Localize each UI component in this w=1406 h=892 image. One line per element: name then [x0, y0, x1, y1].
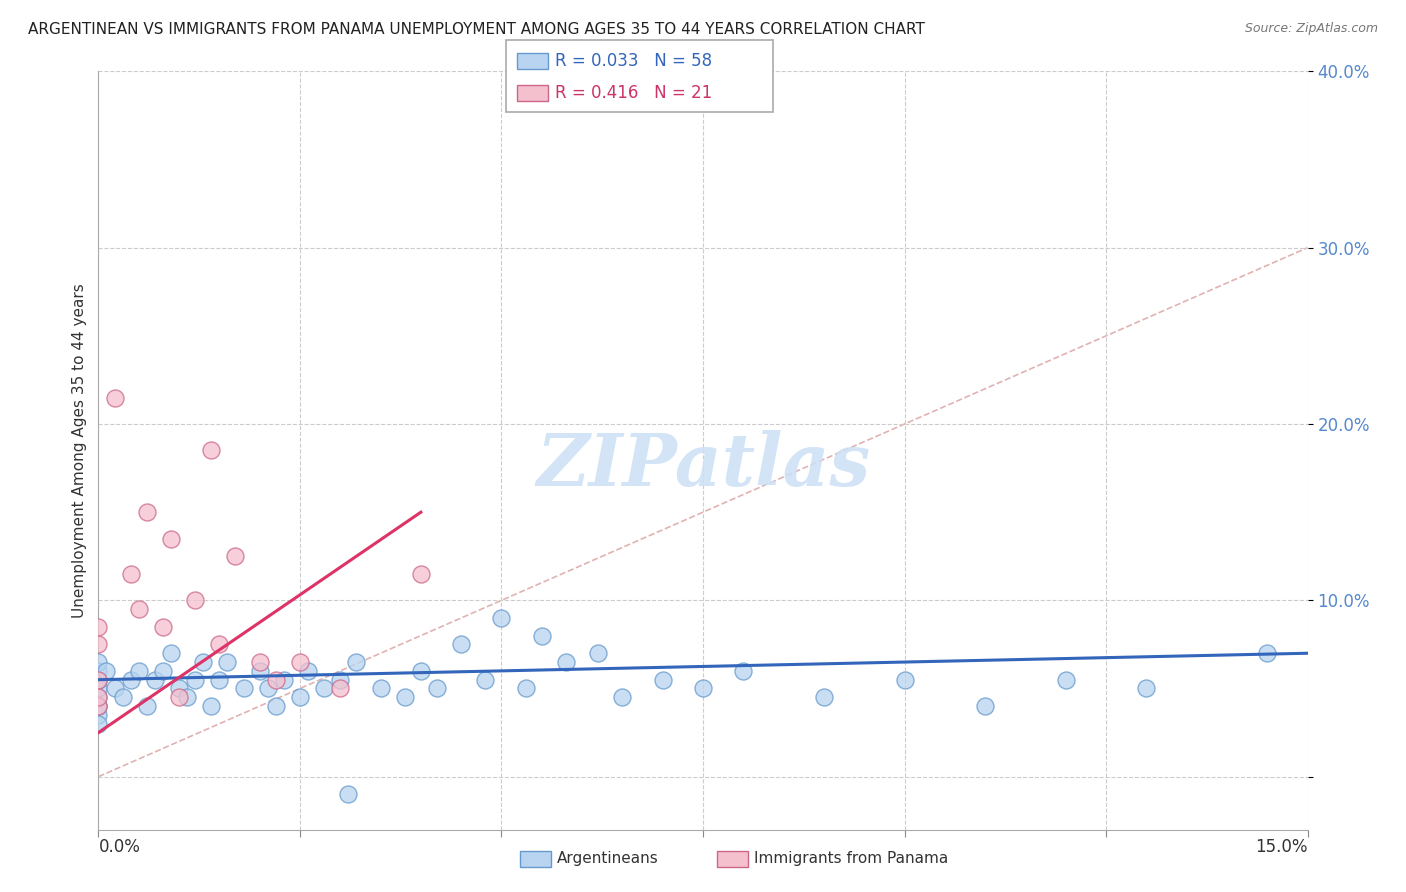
Point [249, 664, 271, 678]
Point [87, 699, 110, 714]
Point [224, 549, 246, 564]
Point [87, 699, 110, 714]
Point [120, 673, 142, 687]
Point [612, 690, 634, 705]
Point [103, 681, 125, 696]
Text: 0.0%: 0.0% [98, 838, 141, 856]
Point [288, 690, 311, 705]
Point [200, 699, 222, 714]
Point [87, 690, 110, 705]
Point [87, 620, 110, 634]
Point [87, 690, 110, 705]
Point [200, 443, 222, 458]
Point [409, 664, 432, 678]
Point [1256, 646, 1278, 660]
Point [232, 681, 254, 696]
Point [96, 664, 118, 678]
Point [426, 681, 449, 696]
Point [893, 673, 915, 687]
Point [297, 664, 319, 678]
Point [87, 673, 110, 687]
Point [143, 673, 166, 687]
Point [264, 673, 287, 687]
Point [87, 699, 110, 714]
Point [555, 655, 578, 669]
Point [337, 787, 360, 801]
Text: 15.0%: 15.0% [1256, 838, 1308, 856]
Point [329, 681, 352, 696]
Text: Argentineans: Argentineans [557, 852, 658, 866]
Text: R = 0.416   N = 21: R = 0.416 N = 21 [555, 84, 713, 102]
Point [273, 673, 295, 687]
Point [193, 655, 215, 669]
Point [87, 708, 110, 723]
Point [651, 673, 673, 687]
Point [152, 664, 174, 678]
Point [586, 646, 609, 660]
Point [1054, 673, 1077, 687]
Point [184, 673, 207, 687]
Point [87, 673, 110, 687]
Point [208, 673, 231, 687]
Point [128, 664, 150, 678]
Point [264, 699, 287, 714]
Point [87, 673, 110, 687]
Point [474, 673, 496, 687]
Text: ZIPatlas: ZIPatlas [536, 430, 870, 501]
Point [103, 391, 125, 405]
Point [87, 637, 110, 651]
Point [370, 681, 392, 696]
Point [208, 637, 231, 651]
Point [87, 716, 110, 731]
Point [256, 681, 278, 696]
Point [111, 690, 134, 705]
Point [344, 655, 367, 669]
Point [128, 602, 150, 616]
Text: Immigrants from Panama: Immigrants from Panama [754, 852, 948, 866]
Point [167, 690, 190, 705]
Point [87, 681, 110, 696]
Point [87, 655, 110, 669]
Point [160, 646, 183, 660]
Point [1135, 681, 1157, 696]
Point [733, 664, 755, 678]
Point [450, 637, 472, 651]
Point [120, 566, 142, 581]
Point [184, 593, 207, 607]
Point [135, 505, 157, 519]
Point [217, 655, 239, 669]
Point [491, 611, 513, 625]
Point [135, 699, 157, 714]
Point [152, 620, 174, 634]
Point [160, 532, 183, 546]
Point [813, 690, 835, 705]
Text: Source: ZipAtlas.com: Source: ZipAtlas.com [1244, 22, 1378, 36]
Y-axis label: Unemployment Among Ages 35 to 44 years: Unemployment Among Ages 35 to 44 years [72, 283, 87, 618]
Point [167, 681, 190, 696]
Text: ARGENTINEAN VS IMMIGRANTS FROM PANAMA UNEMPLOYMENT AMONG AGES 35 TO 44 YEARS COR: ARGENTINEAN VS IMMIGRANTS FROM PANAMA UN… [28, 22, 925, 37]
Point [692, 681, 714, 696]
Point [409, 566, 432, 581]
Point [288, 655, 311, 669]
Point [249, 655, 271, 669]
Point [515, 681, 537, 696]
Point [87, 664, 110, 678]
Point [176, 690, 198, 705]
Point [974, 699, 997, 714]
Point [314, 681, 336, 696]
Text: R = 0.033   N = 58: R = 0.033 N = 58 [555, 52, 713, 70]
Point [530, 629, 553, 643]
Point [329, 673, 352, 687]
Point [394, 690, 416, 705]
